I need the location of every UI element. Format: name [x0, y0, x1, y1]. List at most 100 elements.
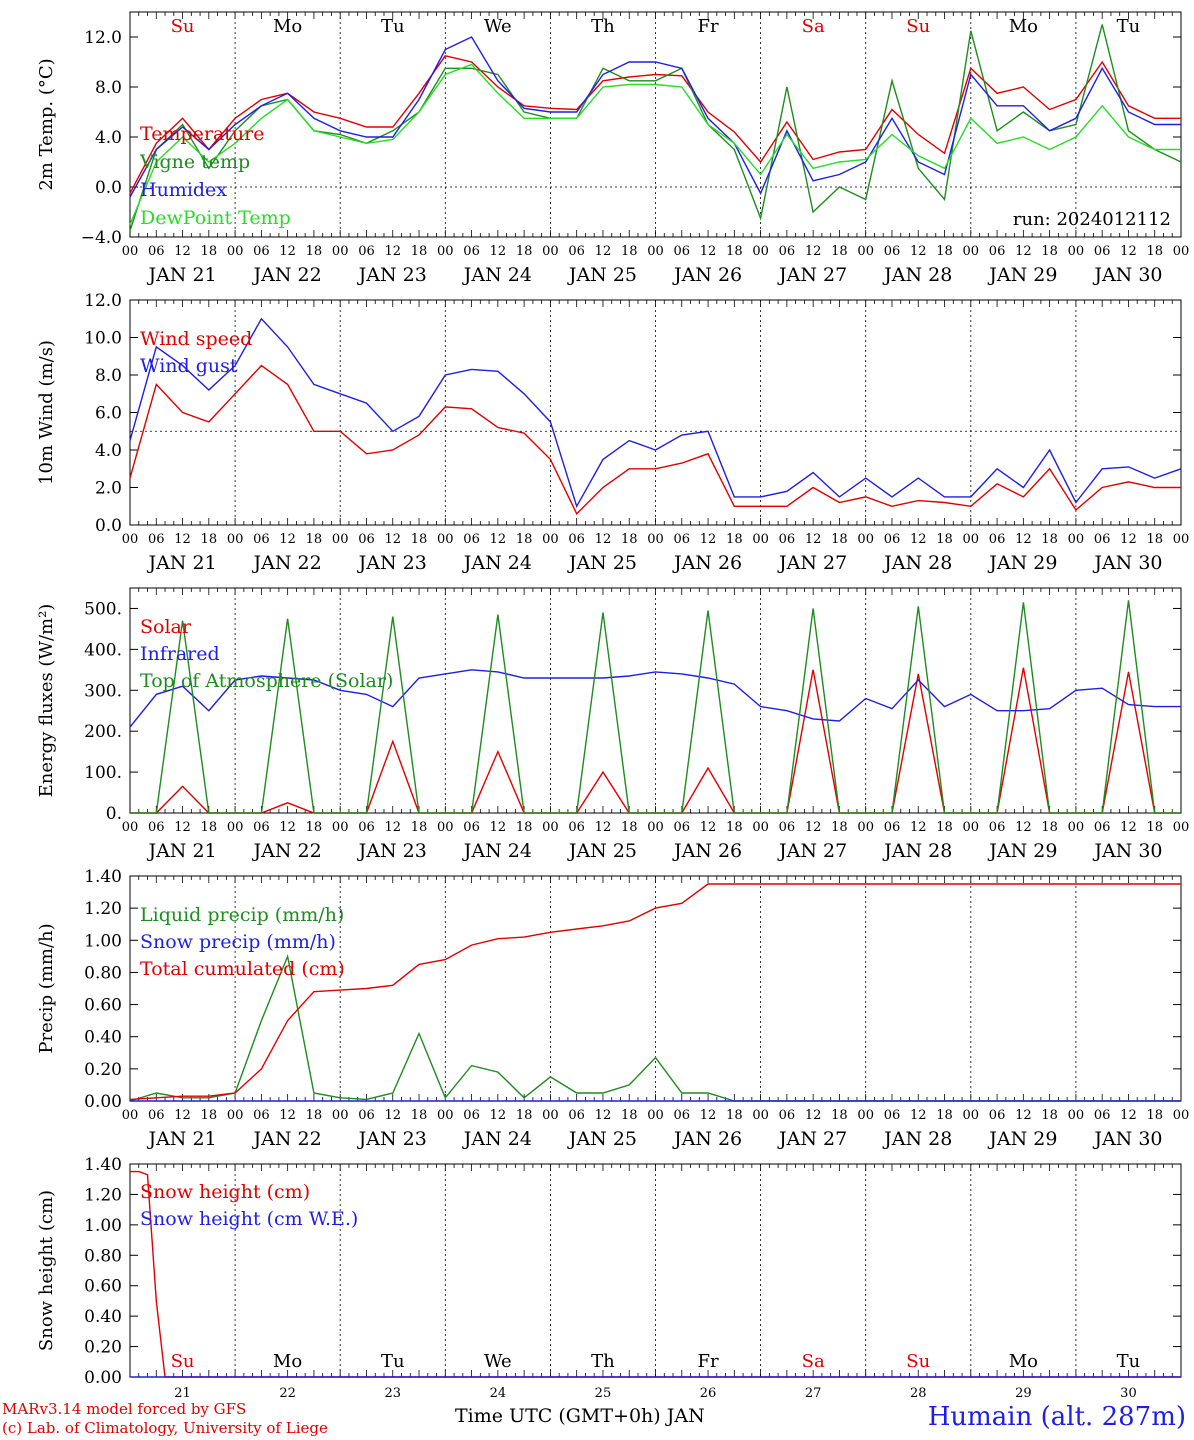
hour-tick-label: 06 [148, 244, 165, 259]
hour-tick-label: 12 [1015, 532, 1032, 547]
y-tick-label: 12.0 [84, 28, 122, 48]
credit-lab: (c) Lab. of Climatology, University of L… [2, 1419, 328, 1437]
legend-entry: Snow height (cm W.E.) [140, 1208, 358, 1230]
hour-tick-label: 18 [726, 532, 743, 547]
legend-entry: Wind speed [140, 328, 252, 350]
y-tick-label: 0.00 [84, 1368, 122, 1388]
day-label: JAN 27 [777, 840, 847, 862]
y-tick-label: 4.0 [95, 441, 122, 461]
hour-tick-label: 12 [805, 820, 822, 835]
legend-entry: Snow precip (mm/h) [140, 931, 336, 953]
hour-tick-label: 12 [1015, 820, 1032, 835]
hour-tick-label: 00 [437, 1108, 454, 1123]
x-axis-label: Time UTC (GMT+0h) JAN [455, 1405, 705, 1427]
hour-tick-label: 12 [384, 1108, 401, 1123]
hour-tick-label: 12 [910, 820, 927, 835]
hour-tick-label: 12 [1120, 244, 1137, 259]
day-label: JAN 25 [567, 552, 637, 574]
hour-tick-label: 06 [884, 1108, 901, 1123]
hour-tick-label: 06 [779, 244, 796, 259]
day-label: JAN 22 [252, 840, 322, 862]
hour-tick-label: 06 [358, 244, 375, 259]
y-tick-label: 0.60 [84, 1277, 122, 1297]
hour-tick-label: 00 [857, 532, 874, 547]
series-line [129, 36, 1181, 198]
legend-entry: Solar [140, 616, 192, 638]
hour-tick-label: 06 [1094, 532, 1111, 547]
hour-tick-label: 18 [621, 244, 638, 259]
y-tick-label: 10.0 [84, 329, 122, 349]
day-label: JAN 21 [146, 552, 216, 574]
hour-tick-label: 00 [542, 1108, 559, 1123]
hour-tick-label: 06 [989, 244, 1006, 259]
day-label: JAN 26 [672, 264, 742, 286]
weekday-label: Th [591, 1351, 615, 1372]
series-line [129, 63, 1181, 225]
hour-tick-label: 18 [621, 532, 638, 547]
day-number-label: 28 [910, 1386, 927, 1401]
hour-tick-label: 18 [726, 244, 743, 259]
hour-tick-label: 06 [1094, 244, 1111, 259]
hour-tick-label: 00 [752, 1108, 769, 1123]
y-tick-label: 6.0 [95, 404, 122, 424]
credit-model: MARv3.14 model forced by GFS [2, 1400, 247, 1418]
series-line [129, 317, 1182, 509]
hour-tick-label: 18 [1146, 820, 1163, 835]
hour-tick-label: 00 [963, 820, 980, 835]
hour-tick-label: 12 [700, 532, 717, 547]
hour-tick-label: 06 [148, 532, 165, 547]
hour-tick-label: 12 [700, 1108, 717, 1123]
day-label: JAN 22 [252, 1128, 322, 1150]
hour-tick-label: 00 [1068, 1108, 1085, 1123]
hour-tick-label: 18 [1146, 244, 1163, 259]
day-number-label: 23 [384, 1386, 401, 1401]
hour-tick-label: 06 [674, 820, 691, 835]
hour-tick-label: 12 [700, 244, 717, 259]
hour-tick-label: 00 [437, 532, 454, 547]
y-tick-label: 400. [84, 640, 122, 660]
day-number-label: 29 [1015, 1386, 1032, 1401]
hour-tick-label: 18 [201, 532, 218, 547]
weekday-label: Th [591, 16, 615, 37]
hour-tick-label: 12 [174, 1108, 191, 1123]
hour-tick-label: 12 [700, 820, 717, 835]
hour-tick-label: 12 [595, 532, 612, 547]
weekday-label: Su [171, 16, 195, 37]
y-axis-label: 10m Wind (m/s) [36, 340, 57, 485]
hour-tick-label: 00 [122, 1108, 139, 1123]
hour-tick-label: 18 [516, 532, 533, 547]
legend-entry: Infrared [140, 643, 220, 665]
hour-tick-label: 06 [463, 1108, 480, 1123]
hour-tick-label: 12 [174, 820, 191, 835]
day-label: JAN 29 [987, 840, 1057, 862]
legend-entry: Temperature [140, 123, 264, 145]
hour-tick-label: 12 [174, 244, 191, 259]
hour-tick-label: 18 [201, 244, 218, 259]
hour-tick-label: 06 [568, 1108, 585, 1123]
y-tick-label: 8.0 [95, 78, 122, 98]
y-tick-label: 300. [84, 681, 122, 701]
day-label: JAN 24 [462, 264, 532, 286]
hour-tick-label: 00 [1068, 244, 1085, 259]
hour-tick-label: 00 [647, 1108, 664, 1123]
weekday-label: Fr [698, 1351, 719, 1372]
hour-tick-label: 18 [306, 820, 323, 835]
day-label: JAN 24 [462, 552, 532, 574]
hour-tick-label: 12 [1015, 244, 1032, 259]
hour-tick-label: 00 [963, 532, 980, 547]
day-number-label: 22 [279, 1386, 296, 1401]
hour-tick-label: 00 [227, 244, 244, 259]
series-line [130, 600, 1181, 814]
y-tick-label: 0.40 [84, 1028, 122, 1048]
day-label: JAN 23 [357, 840, 427, 862]
hour-tick-label: 06 [779, 1108, 796, 1123]
y-tick-label: 0.80 [84, 963, 122, 983]
hour-tick-label: 12 [279, 820, 296, 835]
hour-tick-label: 00 [1173, 244, 1190, 259]
series-line [129, 669, 1181, 728]
day-label: JAN 28 [882, 840, 952, 862]
hour-tick-label: 06 [253, 1108, 270, 1123]
weekday-label: Tu [381, 16, 405, 37]
hour-tick-label: 18 [726, 1108, 743, 1123]
